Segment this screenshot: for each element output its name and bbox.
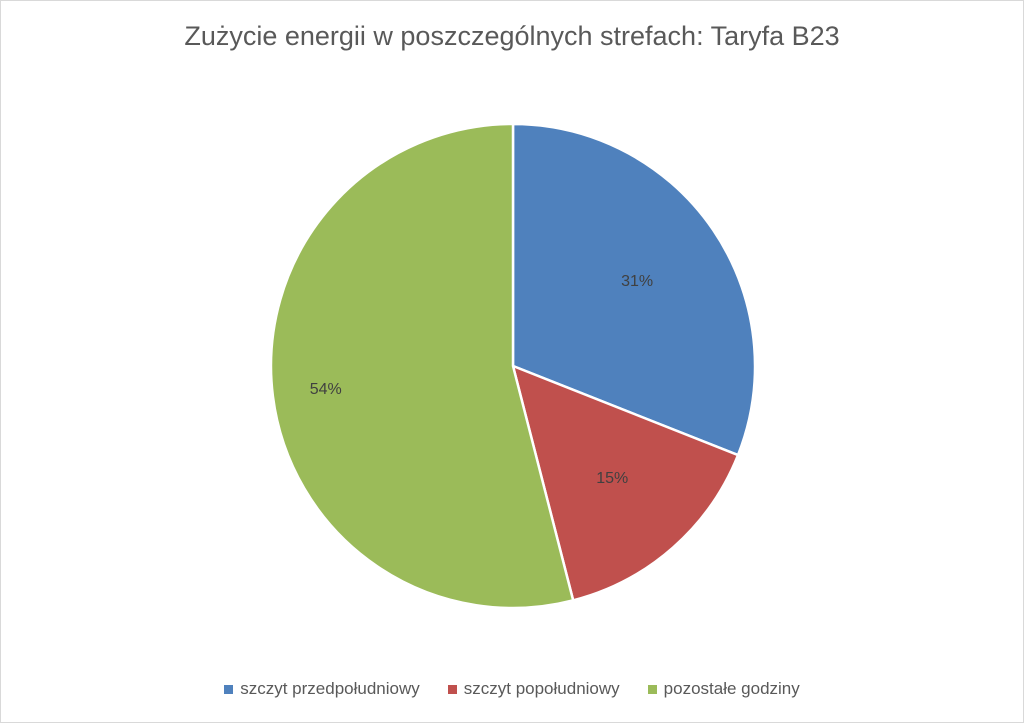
legend: szczyt przedpołudniowy szczyt popołudniow… — [1, 679, 1023, 699]
legend-label-1: szczyt przedpołudniowy — [240, 679, 420, 698]
legend-swatch-1 — [224, 684, 234, 694]
legend-item-1: szczyt przedpołudniowy — [224, 679, 420, 699]
chart-title: Zużycie energii w poszczególnych strefac… — [184, 21, 840, 51]
data-label-1: 31% — [621, 273, 653, 290]
legend-label-3: pozostałe godziny — [663, 679, 800, 698]
legend-label-2: szczyt popołudniowy — [463, 679, 620, 698]
pie-slice-3 — [269, 122, 575, 610]
pie-slice-1 — [511, 122, 757, 457]
legend-item-2: szczyt popołudniowy — [447, 679, 620, 699]
legend-item-3: pozostałe godziny — [647, 679, 800, 699]
data-label-2: 15% — [596, 470, 628, 487]
pie-chart: 31% 15% 54% — [269, 122, 757, 610]
data-label-3: 54% — [310, 381, 342, 398]
legend-swatch-2 — [447, 684, 457, 694]
legend-swatch-3 — [647, 684, 657, 694]
pie-slice-2 — [511, 363, 740, 602]
